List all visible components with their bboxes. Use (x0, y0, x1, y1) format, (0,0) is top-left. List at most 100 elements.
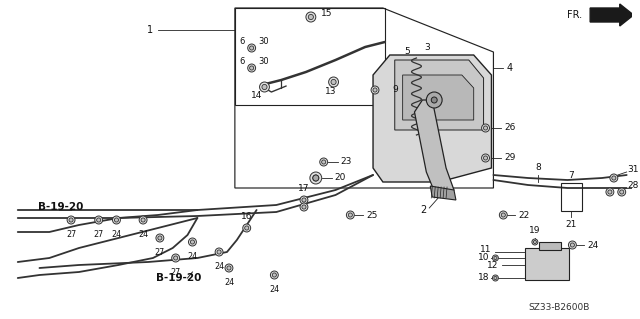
Circle shape (492, 255, 499, 261)
Polygon shape (403, 75, 474, 120)
Circle shape (618, 188, 626, 196)
Text: 19: 19 (529, 226, 541, 235)
Circle shape (533, 241, 536, 244)
Circle shape (494, 256, 497, 260)
Circle shape (483, 126, 488, 130)
Circle shape (612, 176, 616, 180)
Polygon shape (590, 4, 634, 26)
Circle shape (173, 256, 178, 260)
Circle shape (300, 196, 308, 204)
Text: 24: 24 (138, 230, 148, 239)
Circle shape (310, 172, 322, 184)
Circle shape (322, 160, 326, 164)
Circle shape (248, 64, 255, 72)
Text: 27: 27 (66, 230, 76, 239)
Text: 18: 18 (478, 273, 490, 283)
Text: 29: 29 (504, 153, 516, 162)
Circle shape (431, 97, 437, 103)
Circle shape (250, 46, 253, 50)
Circle shape (250, 66, 253, 70)
Circle shape (346, 211, 355, 219)
Circle shape (243, 224, 251, 232)
Text: B-19-20: B-19-20 (38, 202, 83, 212)
Text: 17: 17 (298, 184, 310, 193)
Circle shape (348, 213, 353, 217)
Text: 8: 8 (535, 163, 541, 172)
Circle shape (570, 243, 575, 247)
Circle shape (244, 226, 249, 230)
Circle shape (328, 77, 339, 87)
Circle shape (492, 275, 499, 281)
Text: 2: 2 (420, 205, 426, 215)
Polygon shape (430, 186, 456, 200)
Circle shape (260, 82, 269, 92)
Text: 28: 28 (628, 181, 639, 189)
Circle shape (532, 239, 538, 245)
Text: 23: 23 (340, 158, 352, 167)
Text: 24: 24 (188, 252, 198, 261)
Circle shape (189, 238, 196, 246)
Circle shape (67, 216, 75, 224)
Circle shape (308, 14, 314, 19)
Circle shape (481, 154, 490, 162)
Text: 25: 25 (366, 211, 378, 219)
Circle shape (227, 266, 231, 270)
Text: 6: 6 (239, 57, 244, 66)
Circle shape (494, 277, 497, 279)
Text: 24: 24 (587, 241, 598, 249)
Circle shape (215, 248, 223, 256)
Text: B-19-20: B-19-20 (156, 273, 202, 283)
Circle shape (302, 198, 306, 202)
Polygon shape (395, 60, 484, 130)
Circle shape (426, 92, 442, 108)
Circle shape (483, 156, 488, 160)
Text: 24: 24 (214, 262, 224, 271)
Circle shape (302, 205, 306, 209)
Circle shape (306, 12, 316, 22)
Circle shape (501, 213, 506, 217)
Text: 26: 26 (504, 123, 516, 132)
Text: FR.: FR. (567, 10, 582, 20)
Text: 27: 27 (155, 248, 165, 257)
Text: 14: 14 (251, 92, 262, 100)
Circle shape (620, 190, 624, 194)
Circle shape (95, 216, 102, 224)
Text: 21: 21 (566, 220, 577, 229)
Text: 27: 27 (93, 230, 104, 239)
Circle shape (610, 174, 618, 182)
Circle shape (371, 86, 379, 94)
Circle shape (113, 216, 120, 224)
Circle shape (141, 218, 145, 222)
Circle shape (320, 158, 328, 166)
Text: 15: 15 (321, 10, 332, 19)
Circle shape (156, 234, 164, 242)
Circle shape (262, 85, 267, 90)
Text: 31: 31 (628, 166, 639, 174)
Circle shape (373, 88, 377, 92)
Text: 9: 9 (393, 85, 399, 94)
Circle shape (139, 216, 147, 224)
Circle shape (115, 218, 118, 222)
Bar (539, 242, 561, 250)
Bar (561, 183, 582, 211)
Circle shape (158, 236, 162, 240)
Circle shape (172, 254, 180, 262)
Text: SZ33-B2600B: SZ33-B2600B (528, 303, 589, 313)
Text: 27: 27 (170, 268, 180, 277)
Text: 1: 1 (147, 25, 153, 35)
Text: 6: 6 (239, 38, 244, 47)
Circle shape (481, 124, 490, 132)
Text: 30: 30 (259, 57, 269, 66)
Polygon shape (415, 100, 454, 196)
Text: 30: 30 (259, 38, 269, 47)
Text: 7: 7 (568, 171, 574, 180)
Circle shape (499, 211, 508, 219)
Text: 22: 22 (518, 211, 529, 219)
Text: 13: 13 (325, 87, 337, 97)
Text: 24: 24 (269, 285, 280, 294)
Circle shape (271, 271, 278, 279)
Text: 11: 11 (480, 246, 492, 255)
Circle shape (606, 188, 614, 196)
Circle shape (568, 241, 577, 249)
Bar (525, 248, 570, 280)
